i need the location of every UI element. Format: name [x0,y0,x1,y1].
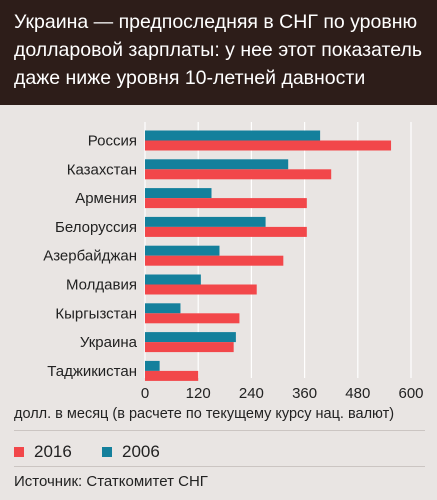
bars [145,130,392,381]
x-tick-label: 120 [186,385,211,402]
category-label: Белоруссия [55,219,137,236]
bar-2006 [145,130,321,141]
category-label: Азербайджан [43,248,137,265]
bar-2016 [145,342,234,353]
bar-2016 [145,140,392,151]
category-label: Россия [88,133,137,150]
x-tick-label: 0 [141,385,149,402]
legend-swatch-2006 [102,447,112,457]
bar-2016 [145,198,307,209]
x-tick-labels: 0 120 240 360 480 600 [141,385,424,402]
legend-label-2006: 2006 [122,442,160,461]
category-label: Казахстан [67,161,137,178]
bar-2006 [145,216,266,227]
divider-top [14,430,425,431]
bar-2016 [145,370,199,381]
category-label: Таджикистан [47,363,137,380]
legend-item-2006: 2006 [102,442,160,462]
bar-2006 [145,245,220,256]
bar-chart: Россия Казахстан Армения Белоруссия Азербайд… [43,122,424,402]
x-tick-label: 360 [292,385,317,402]
bar-2006 [145,274,201,285]
x-axis-label: долл. в месяц (в расчете по текущему кур… [14,406,395,422]
bar-2006 [145,360,160,371]
source-note: Источник: Статкомитет СНГ [14,473,208,490]
category-label: Кыргызстан [55,305,137,322]
bar-2016 [145,226,307,237]
bar-2016 [145,169,332,180]
bar-2016 [145,255,284,266]
category-label: Армения [75,190,137,207]
bar-2016 [145,313,240,324]
x-tick-label: 480 [345,385,370,402]
bar-2006 [145,159,289,170]
category-label: Молдавия [66,277,137,294]
legend-swatch-2016 [14,447,24,457]
legend-item-2016: 2016 [14,442,72,462]
divider-bottom [14,466,425,467]
x-tick-label: 240 [239,385,264,402]
bar-2016 [145,284,257,295]
category-labels: Россия Казахстан Армения Белоруссия Азербайд… [43,133,137,380]
bar-2006 [145,332,236,343]
x-tick-label: 600 [398,385,423,402]
category-label: Украина [80,334,138,351]
legend-label-2016: 2016 [34,442,72,461]
bar-2006 [145,303,181,314]
bar-2006 [145,188,212,199]
chart-title: Украина — предпоследняя в СНГ по уровню … [0,0,437,105]
